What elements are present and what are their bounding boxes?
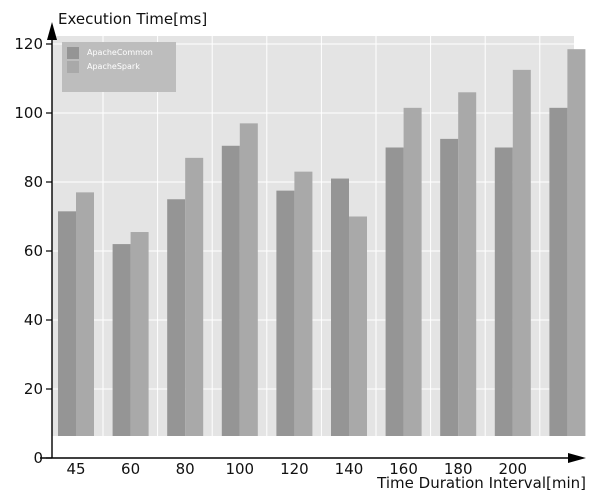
bar-apachecommon-120 xyxy=(276,190,295,436)
legend-swatch xyxy=(67,47,79,59)
bars-group xyxy=(58,49,586,437)
bar-apachecommon-160 xyxy=(385,147,404,436)
x-tick-label: 45 xyxy=(66,460,85,478)
x-tick-labels: 45 60 80 100 120 140 160 180 200 xyxy=(66,460,527,478)
x-tick-label: 200 xyxy=(498,460,527,478)
y-tick-label: 120 xyxy=(14,35,43,53)
bar-apachespark-45 xyxy=(76,192,94,436)
x-axis-arrow-icon xyxy=(568,453,586,463)
bar-apachecommon-140 xyxy=(331,178,349,437)
legend-label: ApacheSpark xyxy=(87,62,140,71)
bar-apachespark-120 xyxy=(294,171,313,436)
legend-box xyxy=(62,42,176,92)
bar-apachecommon-60 xyxy=(112,244,131,436)
legend: ApacheCommon ApacheSpark xyxy=(62,42,176,92)
x-tick-label: 140 xyxy=(335,460,364,478)
x-tick-label: 80 xyxy=(176,460,195,478)
y-tick-labels: 0 20 40 60 80 100 120 xyxy=(14,35,52,467)
x-tick-label: 100 xyxy=(225,460,254,478)
bar-apachespark-80 xyxy=(185,157,204,436)
legend-label: ApacheCommon xyxy=(87,48,153,57)
bar-apachecommon-80 xyxy=(167,199,186,436)
y-axis-title: Execution Time[ms] xyxy=(58,10,207,28)
x-tick-label: 160 xyxy=(389,460,418,478)
y-axis-arrow-icon xyxy=(47,22,57,40)
bar-apachespark-last xyxy=(567,49,586,437)
bar-apachespark-60 xyxy=(130,232,149,436)
bar-apachespark-180 xyxy=(458,92,477,437)
y-tick-label: 20 xyxy=(24,380,43,398)
bar-apachespark-160 xyxy=(403,107,422,436)
bar-apachecommon-180 xyxy=(440,138,459,436)
axes xyxy=(40,22,586,463)
x-tick-label: 60 xyxy=(121,460,140,478)
bar-apachecommon-45 xyxy=(58,211,76,436)
x-tick-label: 180 xyxy=(444,460,473,478)
bar-apachespark-140 xyxy=(349,216,367,436)
bar-apachespark-100 xyxy=(239,123,258,436)
y-tick-label: 40 xyxy=(24,311,43,329)
x-axis-title: Time Duration Interval[min] xyxy=(376,474,586,492)
bar-apachespark-200 xyxy=(512,69,531,436)
bar-apachecommon-200 xyxy=(494,147,513,436)
bar-apachecommon-last xyxy=(549,107,568,436)
x-tick-label: 120 xyxy=(280,460,309,478)
y-tick-label: 60 xyxy=(24,242,43,260)
legend-swatch xyxy=(67,61,79,73)
y-tick-label: 0 xyxy=(33,449,43,467)
bar-apachecommon-100 xyxy=(221,145,240,436)
y-tick-label: 100 xyxy=(14,104,43,122)
y-tick-label: 80 xyxy=(24,173,43,191)
